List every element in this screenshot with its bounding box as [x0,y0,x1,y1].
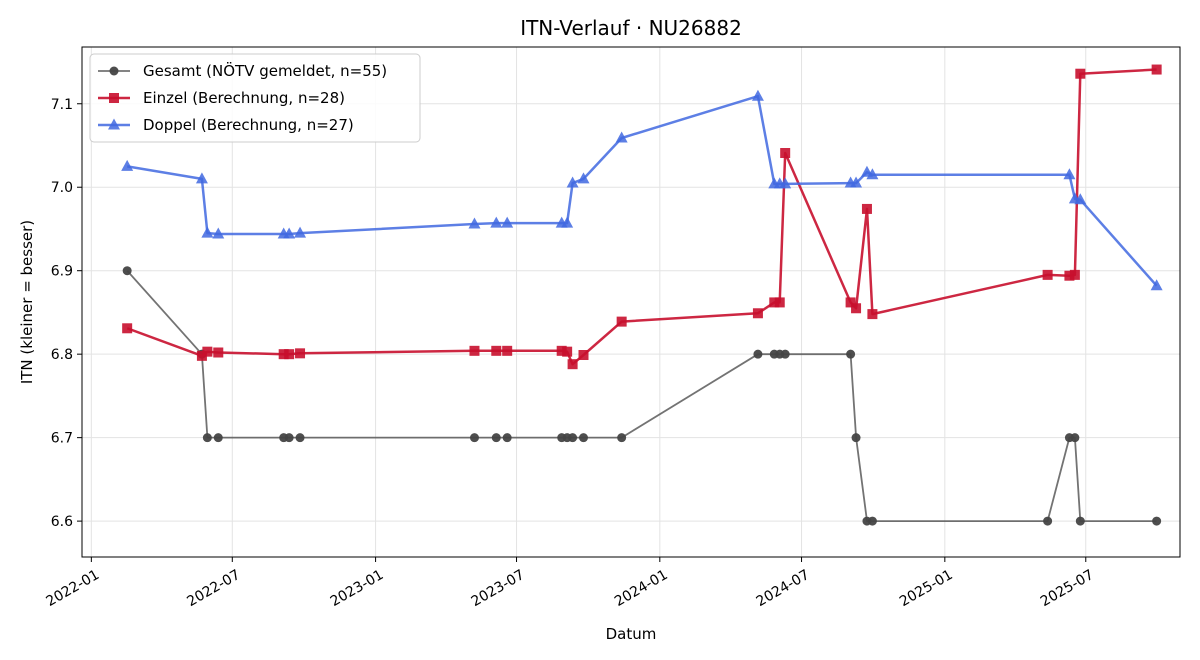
series-circle [122,266,1162,526]
legend-label: Einzel (Berechnung, n=28) [143,89,345,107]
plot-frame [81,46,1181,558]
point-marker [122,266,132,276]
point-marker [491,345,502,356]
point-marker [779,177,792,189]
point-marker [213,433,223,443]
point-marker [562,346,573,357]
point-marker [751,89,764,101]
point-marker [1042,269,1053,280]
point-marker [617,433,627,443]
point-marker [1070,433,1080,443]
point-marker [294,226,307,238]
point-marker [1063,168,1076,180]
point-marker [1074,193,1087,205]
point-marker [846,349,856,359]
x-axis-label: Datum [606,625,657,643]
series-square [122,64,1162,370]
point-marker [866,168,879,180]
legend-label: Doppel (Berechnung, n=27) [143,116,354,134]
series-triangle [121,89,1163,291]
point-marker [295,433,305,443]
point-marker [567,359,578,370]
point-marker [566,176,579,188]
point-marker [278,349,289,360]
point-marker [769,297,780,308]
point-marker [851,433,861,443]
legend-entry: Gesamt (NÖTV gemeldet, n=55) [98,61,387,80]
point-marker [109,66,119,76]
point-marker [1151,64,1162,75]
point-marker [502,345,513,356]
legend: Gesamt (NÖTV gemeldet, n=55) Einzel (Bere… [89,53,421,143]
point-marker [202,433,212,443]
point-marker [780,148,791,159]
point-marker [556,345,567,356]
y-tick-label: 7.0 [51,180,73,196]
point-marker [490,216,503,228]
point-marker [1064,270,1075,281]
point-marker [867,309,878,320]
point-marker [284,433,294,443]
point-marker [752,308,763,319]
point-marker [213,347,224,358]
point-marker [577,172,590,184]
point-marker [202,346,213,357]
point-marker [195,172,208,184]
point-marker [850,176,863,188]
point-marker [615,131,628,143]
point-marker [1075,68,1086,79]
point-marker [109,93,119,103]
point-marker [1069,269,1080,280]
y-tick-label: 6.8 [51,347,73,363]
y-tick-label: 6.9 [51,264,73,280]
point-marker [578,350,589,361]
point-marker [578,433,588,443]
point-marker [851,303,862,314]
series-group [121,64,1163,526]
point-marker [616,316,627,327]
point-marker [1150,279,1163,291]
point-marker [469,345,480,356]
point-marker [1152,516,1162,526]
point-marker [502,433,512,443]
point-marker [201,226,214,238]
chart-title: ITN-Verlauf · NU26882 [520,16,742,40]
point-marker [108,118,120,130]
point-marker [122,323,133,334]
point-marker [284,349,295,360]
point-marker [753,349,763,359]
point-marker [491,433,501,443]
point-marker [468,217,481,229]
point-marker [1075,516,1085,526]
point-marker [780,349,790,359]
y-axis-label: ITN (kleiner = besser) [18,220,36,384]
legend-entry: Einzel (Berechnung, n=28) [98,89,345,107]
point-marker [121,159,134,171]
legend-entry: Doppel (Berechnung, n=27) [98,116,354,134]
point-marker [295,348,306,359]
y-ticks: 6.6 6.7 6.8 6.9 7.0 7.1 [51,97,82,530]
point-marker [845,297,856,308]
point-marker [861,203,872,214]
point-marker [212,227,225,239]
point-marker [196,350,207,361]
y-tick-label: 7.1 [51,97,73,113]
legend-label: Gesamt (NÖTV gemeldet, n=55) [143,61,387,80]
point-marker [501,216,514,228]
point-marker [774,297,785,308]
point-marker [568,433,578,443]
point-marker [561,216,574,228]
y-tick-label: 6.7 [51,431,73,447]
point-marker [283,227,296,239]
point-marker [1043,516,1053,526]
y-tick-label: 6.6 [51,514,73,530]
point-marker [469,433,479,443]
legend-box [89,53,421,143]
point-marker [867,516,877,526]
